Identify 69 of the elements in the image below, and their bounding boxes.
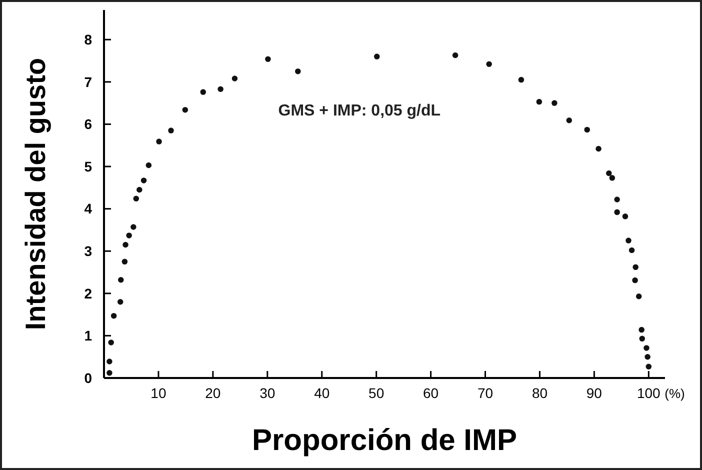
point bbox=[156, 138, 162, 144]
y-tick-label: 1 bbox=[84, 328, 92, 344]
point bbox=[117, 298, 124, 305]
x-axis-title: Proporción de IMP bbox=[252, 424, 518, 457]
point bbox=[622, 214, 628, 220]
x-tick-label: 80 bbox=[532, 385, 548, 401]
point bbox=[566, 118, 572, 124]
point bbox=[130, 224, 136, 230]
point bbox=[632, 264, 638, 270]
x-tick-label: 30 bbox=[260, 385, 276, 401]
point bbox=[265, 56, 271, 62]
x-tick-label: 40 bbox=[314, 385, 330, 401]
point bbox=[140, 178, 147, 184]
point bbox=[218, 86, 224, 92]
point bbox=[106, 358, 112, 364]
point bbox=[126, 232, 132, 238]
point bbox=[646, 364, 652, 370]
x-tick-label: 20 bbox=[205, 385, 221, 401]
point bbox=[614, 209, 620, 216]
point bbox=[146, 162, 152, 168]
y-tick-label: 4 bbox=[84, 200, 92, 217]
x-tick-label: 100 bbox=[636, 385, 661, 401]
point bbox=[626, 238, 632, 244]
point bbox=[596, 146, 602, 152]
text: (%) bbox=[664, 386, 685, 401]
point bbox=[168, 128, 174, 134]
point bbox=[122, 242, 128, 248]
point bbox=[639, 336, 645, 342]
point bbox=[584, 126, 590, 133]
point bbox=[232, 76, 238, 82]
point bbox=[108, 340, 114, 346]
point bbox=[636, 293, 642, 300]
point bbox=[644, 354, 650, 360]
point bbox=[518, 76, 524, 83]
x-tick-label: 60 bbox=[423, 385, 439, 401]
y-tick-label: 0 bbox=[84, 370, 92, 386]
x-tick-label: 90 bbox=[586, 385, 602, 401]
y-tick-label: 2 bbox=[84, 285, 92, 302]
point bbox=[106, 370, 112, 376]
point bbox=[295, 68, 301, 74]
y-tick-label: 8 bbox=[84, 32, 92, 48]
point bbox=[122, 258, 128, 265]
y-tick-label: 3 bbox=[84, 243, 92, 260]
point bbox=[644, 345, 650, 351]
point bbox=[182, 106, 188, 113]
point bbox=[638, 326, 644, 333]
point bbox=[536, 98, 542, 105]
annotation: GMS + IMP: 0,05 g/dL bbox=[278, 102, 441, 120]
point bbox=[374, 54, 380, 60]
point bbox=[552, 100, 558, 106]
point bbox=[200, 89, 206, 95]
point bbox=[486, 61, 492, 68]
point bbox=[136, 186, 142, 193]
point bbox=[110, 312, 117, 319]
y-axis-title: Intensidad del gusto bbox=[20, 58, 51, 330]
point bbox=[614, 196, 620, 202]
x-tick-label: 10 bbox=[150, 385, 166, 401]
point bbox=[118, 276, 124, 283]
y-tick-label: 6 bbox=[84, 116, 92, 132]
y-tick-label: 5 bbox=[84, 158, 92, 174]
point bbox=[628, 247, 635, 254]
point bbox=[133, 196, 140, 202]
x-tick-label: 50 bbox=[368, 385, 384, 401]
point bbox=[452, 52, 458, 58]
y-tick-label: 7 bbox=[84, 74, 92, 90]
point bbox=[606, 170, 612, 176]
point bbox=[632, 277, 638, 284]
x-tick-label: 70 bbox=[477, 385, 494, 401]
point bbox=[609, 175, 616, 181]
